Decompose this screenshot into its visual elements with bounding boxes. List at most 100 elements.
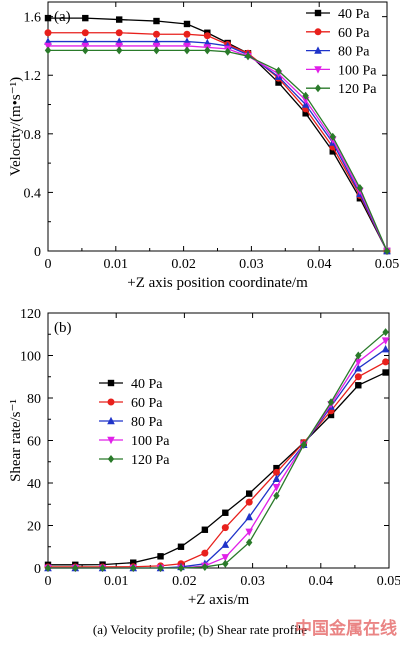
data-point-40-pa bbox=[201, 526, 209, 533]
legend-label: 60 Pa bbox=[131, 396, 163, 411]
legend-item-40-pa: 40 Pa bbox=[99, 377, 163, 392]
data-point-120-pa bbox=[244, 52, 252, 61]
data-point-40-pa bbox=[44, 14, 52, 22]
watermark: 中国金属在线 bbox=[295, 618, 397, 639]
legend-item-120-pa: 120 Pa bbox=[306, 82, 377, 97]
data-point-40-pa bbox=[183, 20, 191, 28]
x-tick-label: 0.01 bbox=[104, 574, 129, 589]
data-point-120-pa bbox=[329, 132, 336, 141]
data-point-60-pa bbox=[221, 524, 229, 532]
legend-marker bbox=[314, 84, 322, 93]
data-point-80-pa bbox=[272, 474, 281, 482]
x-tick-label: 0.01 bbox=[104, 257, 129, 272]
legend-label: 40 Pa bbox=[338, 7, 370, 22]
series-line-120-pa bbox=[48, 331, 387, 569]
legend-item-40-pa: 40 Pa bbox=[306, 7, 370, 22]
data-point-120-pa bbox=[157, 564, 164, 572]
panel-label: (a) bbox=[54, 9, 71, 25]
series-line-80-pa bbox=[48, 348, 386, 569]
data-point-40-pa bbox=[153, 17, 160, 25]
legend-label: 80 Pa bbox=[131, 415, 163, 430]
data-point-120-pa bbox=[224, 47, 231, 56]
legend-label: 100 Pa bbox=[131, 434, 170, 449]
data-point-40-pa bbox=[355, 382, 362, 389]
data-point-60-pa bbox=[354, 373, 362, 381]
legend-label: 120 Pa bbox=[338, 82, 377, 97]
y-tick-label: 1.2 bbox=[24, 69, 42, 84]
data-point-60-pa bbox=[44, 29, 52, 37]
data-point-120-pa bbox=[72, 564, 79, 572]
data-point-40-pa bbox=[222, 509, 229, 516]
data-point-120-pa bbox=[82, 46, 89, 55]
data-point-120-pa bbox=[356, 184, 364, 193]
legend: 40 Pa 60 Pa 80 Pa 100 Pa 120 Pa bbox=[306, 7, 377, 97]
series-line-40-pa bbox=[48, 17, 388, 252]
x-tick-label: 0 bbox=[45, 574, 52, 589]
data-point-100-pa bbox=[354, 358, 363, 367]
x-tick-label: 0.05 bbox=[377, 574, 400, 589]
legend-marker bbox=[107, 398, 115, 406]
legend-marker bbox=[314, 28, 322, 36]
data-point-120-pa bbox=[383, 247, 391, 255]
series-line-60-pa bbox=[48, 361, 386, 568]
legend-label: 80 Pa bbox=[338, 45, 370, 60]
x-tick-label: 0.03 bbox=[239, 257, 264, 272]
data-point-120-pa bbox=[153, 46, 160, 55]
panel-b-shear-rate-chart: 0 0.01 0.02 0.03 0.04 0.05 0 20 40 60 80 100 120 (b) +… bbox=[8, 307, 400, 608]
data-point-120-pa bbox=[204, 46, 211, 55]
data-point-40-pa bbox=[302, 110, 309, 117]
panel-label: (b) bbox=[54, 320, 72, 336]
legend-marker bbox=[107, 379, 115, 387]
data-point-120-pa bbox=[382, 328, 389, 337]
legend-item-120-pa: 120 Pa bbox=[99, 453, 170, 468]
data-point-60-pa bbox=[183, 30, 191, 38]
legend-marker bbox=[314, 66, 322, 74]
y-tick-label: 20 bbox=[27, 520, 41, 535]
data-point-120-pa bbox=[44, 564, 52, 572]
data-point-120-pa bbox=[177, 564, 185, 572]
data-point-120-pa bbox=[327, 398, 335, 407]
series-120-pa bbox=[44, 328, 389, 572]
legend-marker bbox=[107, 455, 115, 463]
x-tick-label: 0.04 bbox=[309, 574, 334, 589]
legend-label: 100 Pa bbox=[338, 63, 377, 78]
legend-item-100-pa: 100 Pa bbox=[99, 434, 170, 449]
data-point-80-pa bbox=[245, 512, 253, 521]
x-tick-label: 0.04 bbox=[307, 257, 332, 272]
y-tick-label: 40 bbox=[27, 477, 41, 492]
data-point-40-pa bbox=[245, 490, 253, 497]
y-tick-label: 0.4 bbox=[24, 186, 42, 201]
x-tick-label: 0.03 bbox=[240, 574, 265, 589]
legend-label: 40 Pa bbox=[131, 377, 163, 392]
data-point-60-pa bbox=[115, 29, 123, 37]
y-tick-label: 0 bbox=[34, 562, 41, 577]
data-point-40-pa bbox=[130, 559, 137, 566]
data-point-120-pa bbox=[183, 46, 191, 55]
data-point-120-pa bbox=[99, 564, 106, 572]
x-axis-label: +Z axis/m bbox=[188, 592, 250, 608]
y-tick-label: 1.6 bbox=[24, 11, 42, 26]
data-point-40-pa bbox=[177, 543, 185, 550]
legend-marker bbox=[314, 46, 322, 54]
x-tick-label: 0.02 bbox=[172, 574, 197, 589]
legend-label: 60 Pa bbox=[338, 26, 370, 41]
y-axis-label: Velocity/(m•s⁻¹) bbox=[8, 77, 24, 176]
data-point-120-pa bbox=[275, 66, 282, 75]
y-tick-label: 60 bbox=[27, 435, 41, 450]
data-point-120-pa bbox=[273, 491, 280, 500]
y-tick-label: 120 bbox=[20, 307, 41, 322]
legend-label: 120 Pa bbox=[131, 453, 170, 468]
data-point-120-pa bbox=[130, 564, 137, 572]
series-100-pa bbox=[44, 337, 390, 573]
legend: 40 Pa 60 Pa 80 Pa 100 Pa 120 Pa bbox=[99, 377, 170, 468]
data-point-100-pa bbox=[221, 554, 230, 562]
y-tick-label: 100 bbox=[20, 350, 41, 365]
data-point-40-pa bbox=[382, 369, 389, 376]
x-tick-label: 0.02 bbox=[171, 257, 196, 272]
data-point-100-pa bbox=[245, 528, 253, 537]
x-axis-label: +Z axis position coordinate/m bbox=[127, 275, 308, 291]
data-point-120-pa bbox=[115, 46, 123, 55]
series-120-pa bbox=[44, 46, 391, 255]
data-point-60-pa bbox=[272, 468, 280, 476]
data-point-120-pa bbox=[302, 91, 309, 100]
